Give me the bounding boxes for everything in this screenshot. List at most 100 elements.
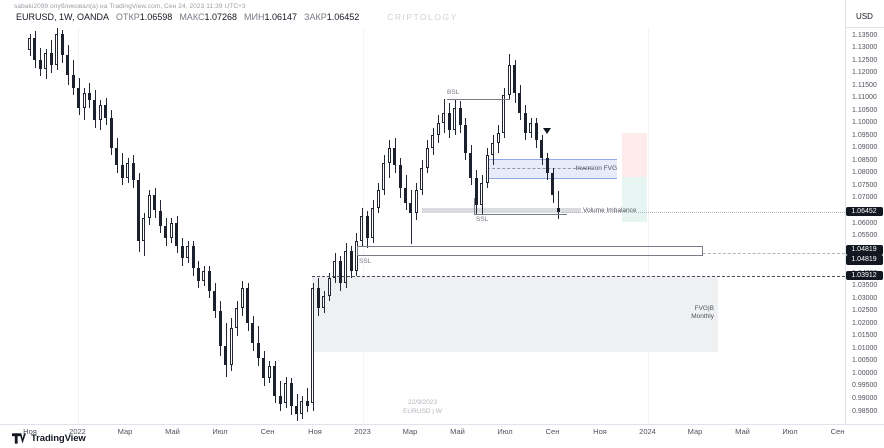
candle-body (529, 122, 533, 133)
candle-body (365, 215, 369, 239)
candle-body (55, 33, 59, 65)
tradingview-attribution[interactable]: TradingView (12, 432, 86, 445)
snapshot-symbol: EURUSD | W (403, 408, 442, 415)
ohlc-value: 1.07268 (204, 12, 238, 22)
candle-body (49, 52, 53, 65)
candle-body (98, 105, 102, 121)
candle-body (196, 268, 200, 281)
ohlc-label: ОТКР (116, 12, 140, 22)
candle-body (442, 112, 446, 123)
volume-imbalance-label: Volume Imbalance (583, 206, 637, 214)
ssl-price-badge-top: 1.04819 (845, 245, 883, 255)
price-tick-label: 1.09000 (852, 144, 878, 152)
year-gridline (647, 27, 649, 424)
candle-body (120, 165, 124, 178)
fvg-monthly-line1: FVG|B (694, 305, 714, 312)
time-tick-label: Ноя (308, 427, 322, 436)
candle-body (556, 208, 560, 212)
candle-body (420, 167, 424, 191)
candle-body (213, 290, 217, 311)
price-tick-label: 1.00500 (852, 357, 878, 365)
time-tick-label: Сен (830, 427, 845, 436)
candle-body (485, 155, 489, 183)
price-tick-label: 1.11000 (852, 94, 877, 102)
ohlc-label: ЗАКР (304, 12, 327, 22)
candle-wick (280, 380, 282, 411)
candle-body (507, 65, 511, 96)
price-tick-label: 1.09500 (852, 131, 878, 139)
candle-body (502, 95, 506, 133)
ssl-major-label: SSL (359, 258, 372, 265)
candle-body (376, 190, 380, 208)
symbol-title[interactable]: EURUSD, 1W, OANDA (16, 12, 110, 22)
candle-body (431, 135, 435, 148)
candle-body (256, 343, 260, 359)
candle-body (186, 245, 189, 259)
ssl-major-rect (357, 246, 703, 256)
candle-body (496, 132, 500, 143)
candle-wick (558, 191, 560, 220)
bsl-line (447, 99, 510, 100)
candle-body (44, 52, 48, 69)
candle-body (540, 140, 544, 158)
price-tick-label: 1.02500 (852, 307, 878, 315)
year-gridline (77, 27, 79, 424)
candle-body (311, 288, 315, 404)
candle-body (469, 152, 473, 178)
candle-body (289, 383, 293, 406)
candle-body (344, 250, 347, 284)
ssl-mid-line (473, 213, 567, 215)
candle-body (545, 157, 549, 173)
candle-body (109, 117, 113, 148)
price-axis-currency: USD (856, 12, 873, 21)
tradingview-logo-icon (12, 433, 26, 444)
candle-body (153, 195, 157, 211)
candle-body (142, 218, 146, 241)
candle-body (387, 147, 391, 163)
candle-body (104, 105, 108, 118)
published-by-watermark: sabaki2099 опубликовал(а) на TradingView… (14, 3, 246, 10)
lower-line-price-badge: 1.03912 (845, 270, 883, 281)
candle-body (235, 308, 239, 329)
ssl-major-extension-line (703, 252, 845, 254)
candle-body (305, 401, 309, 406)
candle-body (316, 288, 320, 309)
price-tick-label: 1.12500 (852, 56, 878, 64)
symbol-ohlc-row: EURUSD, 1W, OANDA ОТКР1.06598 МАКС1.07268 М… (16, 12, 359, 22)
ssl-mid-tick (473, 198, 475, 214)
time-tick-label: Мар (402, 427, 418, 436)
price-tick-label: 1.08000 (852, 169, 878, 177)
candle-body (115, 147, 119, 166)
candle-body (175, 223, 179, 246)
ssl-price-badge-bottom: 1.04819 (845, 255, 883, 265)
candle-body (338, 260, 342, 284)
candle-body (251, 323, 255, 344)
snapshot-date: 22/9/2023 (408, 399, 437, 406)
fvg-monthly-label: FVG|B Monthly (654, 305, 714, 321)
inversion-fvg-label: Inversion FVG (575, 164, 617, 172)
time-tick-label: Май (735, 427, 750, 436)
candle-wick (410, 190, 412, 244)
candle-body (267, 365, 271, 379)
candle-body (158, 210, 162, 226)
candle-body (38, 60, 42, 69)
ohlc-values: ОТКР1.06598 МАКС1.07268 МИН1.06147 ЗАКР1.06… (109, 12, 359, 22)
price-tick-label: 1.06000 (852, 219, 878, 227)
time-axis-separator (0, 424, 884, 425)
candle-body (229, 328, 233, 365)
time-tick-label: Июл (212, 427, 228, 436)
time-tick-label: Мар (117, 427, 133, 436)
candle-body (458, 107, 462, 126)
price-tick-label: 0.99500 (852, 382, 878, 390)
price-tick-label: 1.10000 (852, 119, 878, 127)
last-price-line (562, 211, 845, 213)
chart-pane[interactable] (0, 27, 845, 424)
ohlc-label: МИН (244, 12, 265, 22)
price-axis-header-border (845, 27, 884, 28)
candle-body (60, 33, 64, 55)
candle-body (164, 225, 168, 238)
candle-body (436, 122, 440, 136)
candle-body (224, 345, 228, 365)
volume-imbalance-band (422, 207, 581, 213)
candle-body (240, 288, 244, 309)
